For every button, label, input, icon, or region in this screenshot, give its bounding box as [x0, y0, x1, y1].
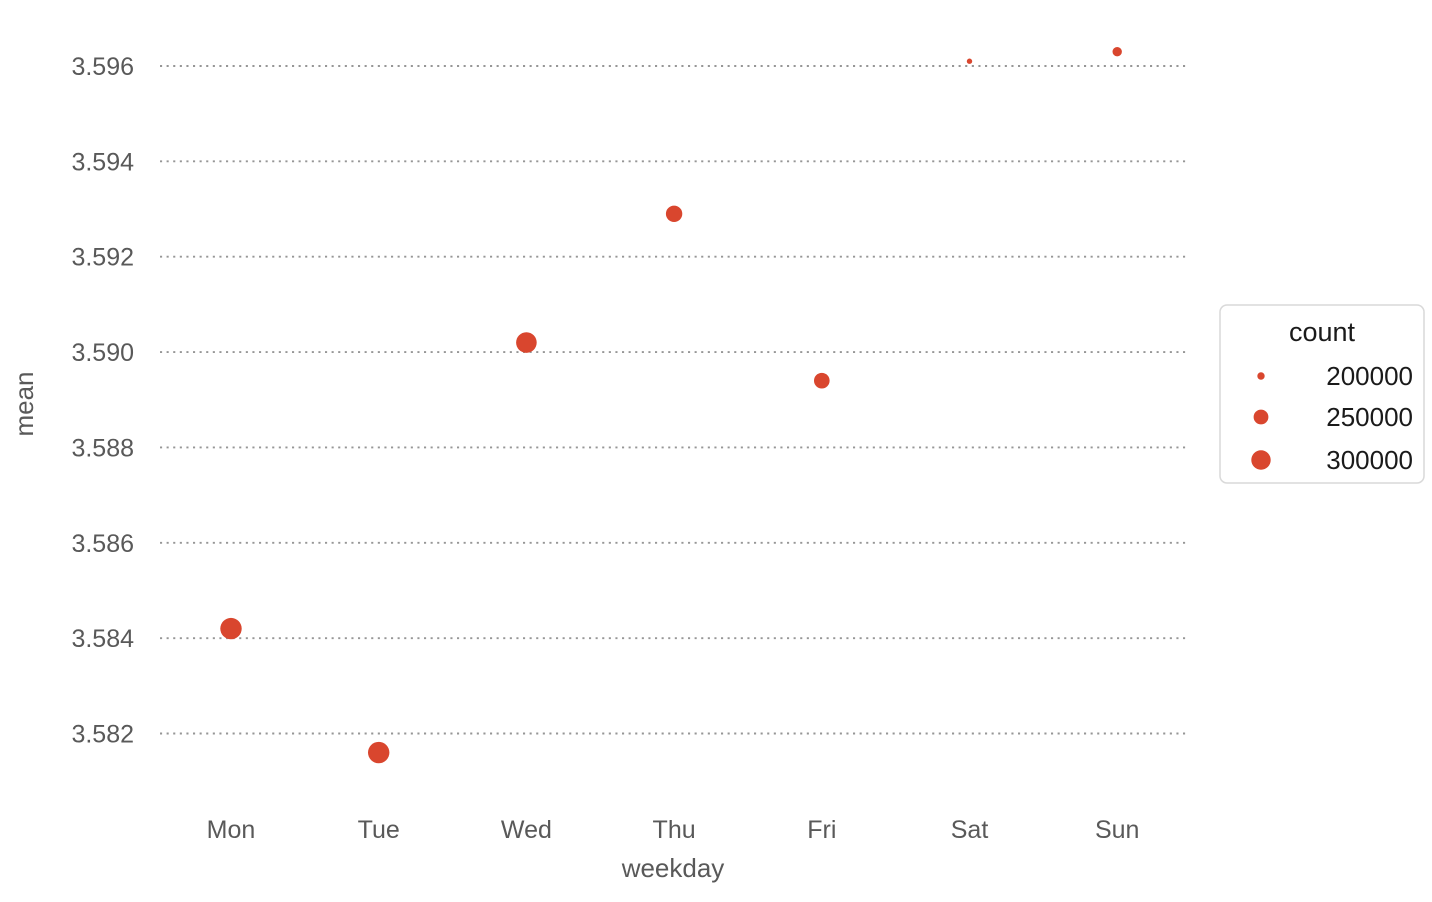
y-tick-label: 3.594: [71, 148, 134, 176]
x-tick-label: Sat: [951, 816, 989, 844]
data-point-thu: [665, 205, 683, 223]
y-tick-label: 3.582: [71, 721, 134, 749]
data-point-fri: [814, 372, 830, 389]
y-tick-label: 3.586: [71, 530, 134, 558]
x-tick-label: Thu: [653, 816, 696, 844]
legend-label: 300000: [1326, 445, 1413, 475]
data-point-tue: [368, 741, 390, 764]
x-tick-label: Fri: [807, 816, 836, 844]
legend-marker: [1257, 372, 1265, 380]
y-tick-label: 3.588: [71, 434, 134, 462]
y-tick-label: 3.596: [71, 53, 134, 81]
data-point-sun: [1112, 46, 1122, 57]
y-tick-label: 3.590: [71, 339, 134, 367]
x-tick-label: Wed: [501, 816, 552, 844]
x-tick-label: Tue: [358, 816, 400, 844]
x-tick-label: Sun: [1095, 816, 1139, 844]
x-axis-title: weekday: [621, 853, 725, 883]
data-point-mon: [220, 617, 242, 640]
data-point-wed: [516, 332, 537, 353]
legend-title: count: [1289, 317, 1356, 347]
legend-marker: [1251, 450, 1271, 470]
legend-marker: [1253, 409, 1269, 425]
legend-label: 250000: [1326, 402, 1413, 432]
legend-label: 200000: [1326, 361, 1413, 391]
x-tick-label: Mon: [207, 816, 256, 844]
y-tick-label: 3.584: [71, 625, 134, 653]
y-tick-label: 3.592: [71, 244, 134, 272]
legend-box: [1219, 304, 1425, 484]
data-point-sat: [966, 58, 973, 64]
y-axis-title: mean: [9, 371, 39, 436]
